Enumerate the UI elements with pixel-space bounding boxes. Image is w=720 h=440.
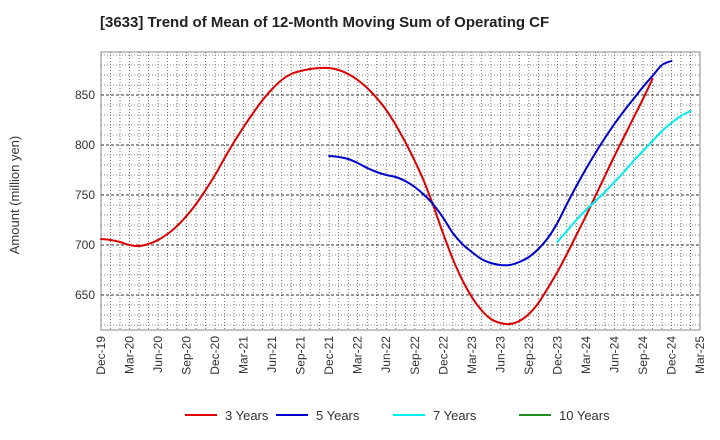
x-tick-label: Dec-24 <box>664 336 678 375</box>
x-tick-label: Jun-20 <box>151 336 165 373</box>
series-line-7-years <box>556 110 692 243</box>
x-tick-label: Dec-19 <box>94 336 108 375</box>
x-tick-label: Dec-21 <box>322 336 336 375</box>
x-tick-label: Sep-24 <box>636 336 650 375</box>
x-tick-label: Jun-22 <box>379 336 393 373</box>
series-line-5-years <box>328 60 673 267</box>
legend-label-5-years: 5 Years <box>316 408 360 423</box>
x-tick-label: Dec-20 <box>208 336 222 375</box>
legend-label-7-years: 7 Years <box>433 408 477 423</box>
x-tick-label: Sep-23 <box>522 336 536 375</box>
plot-area <box>100 51 701 331</box>
x-tick-label: Mar-23 <box>465 336 479 374</box>
x-tick-label: Mar-24 <box>579 336 593 374</box>
y-tick-label: 650 <box>75 288 95 302</box>
legend-label-10-years: 10 Years <box>559 408 610 423</box>
x-tick-label: Jun-23 <box>493 336 507 373</box>
chart-title: [3633] Trend of Mean of 12-Month Moving … <box>100 14 550 31</box>
x-tick-label: Mar-25 <box>693 336 707 374</box>
x-tick-label: Sep-22 <box>408 336 422 375</box>
y-tick-label: 800 <box>75 138 95 152</box>
x-tick-label: Jun-24 <box>607 336 621 373</box>
x-tick-label: Dec-23 <box>550 336 564 375</box>
x-tick-label: Dec-22 <box>436 336 450 375</box>
x-tick-label: Sep-21 <box>294 336 308 375</box>
x-tick-label: Sep-20 <box>180 336 194 375</box>
y-tick-label: 850 <box>75 88 95 102</box>
y-tick-label: 700 <box>75 238 95 252</box>
series-line-3-years <box>100 66 654 326</box>
y-tick-label: 750 <box>75 188 95 202</box>
x-tick-label: Mar-20 <box>123 336 137 374</box>
legend-label-3-years: 3 Years <box>225 408 269 423</box>
x-tick-label: Mar-21 <box>237 336 251 374</box>
y-axis-label: Amount (million yen) <box>7 136 22 255</box>
x-tick-label: Mar-22 <box>351 336 365 374</box>
x-tick-label: Jun-21 <box>265 336 279 373</box>
